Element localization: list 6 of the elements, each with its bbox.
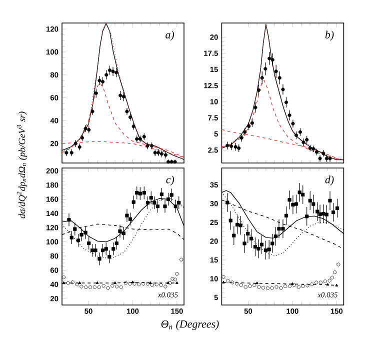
annotation: a) <box>166 30 174 41</box>
annotation: b) <box>325 30 334 41</box>
annotation: d) <box>325 176 334 186</box>
annotation: c) <box>166 176 174 186</box>
x-axis-title: Θ$_{n}$ (Degrees) <box>161 320 219 330</box>
text: dσ/dQ$^{2}$dp$_{n}$dΩ$_{n}$ (pb/GeV$^{3}$ sr) <box>16 112 28 218</box>
